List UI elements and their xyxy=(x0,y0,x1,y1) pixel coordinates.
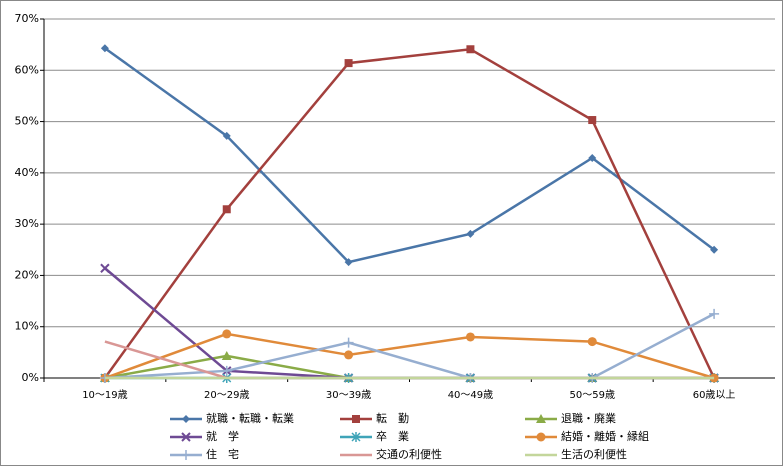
y-tick-label: 70% xyxy=(15,12,39,25)
marker xyxy=(100,44,109,53)
y-tick-label: 0% xyxy=(22,371,39,384)
marker xyxy=(587,337,597,347)
legend-label: 生活の利便性 xyxy=(561,447,627,461)
marker xyxy=(181,432,191,442)
legend-label: 転 勤 xyxy=(376,412,409,425)
marker xyxy=(221,350,232,360)
x-tick-label: 10〜19歳 xyxy=(82,389,127,401)
marker xyxy=(344,258,353,267)
marker xyxy=(588,116,597,125)
marker xyxy=(222,329,232,339)
marker xyxy=(351,432,361,442)
marker xyxy=(465,332,475,342)
legend-label: 住 宅 xyxy=(206,447,239,461)
y-tick-label: 50% xyxy=(15,115,39,128)
x-tick-label: 40〜49歳 xyxy=(448,389,493,401)
series-line xyxy=(103,47,716,379)
legend-label: 退職・廃業 xyxy=(561,411,616,425)
marker xyxy=(221,365,232,376)
marker xyxy=(344,59,353,68)
y-tick-label: 40% xyxy=(15,166,39,179)
x-tick-label: 50〜59歳 xyxy=(570,389,615,401)
marker xyxy=(710,245,719,254)
y-tick-label: 10% xyxy=(15,320,39,333)
y-tick-label: 20% xyxy=(15,268,39,281)
y-tick-label: 30% xyxy=(15,217,39,230)
marker xyxy=(466,229,475,238)
legend-label: 就職・転職・転業 xyxy=(206,411,294,425)
marker xyxy=(466,45,475,54)
y-tick-label: 60% xyxy=(15,63,39,76)
marker xyxy=(222,205,231,214)
marker xyxy=(536,414,546,423)
series-line xyxy=(104,47,715,264)
x-tick-label: 60歳以上 xyxy=(693,389,736,401)
marker xyxy=(536,432,546,442)
legend-label: 卒 業 xyxy=(376,429,409,443)
x-tick-label: 30〜39歳 xyxy=(326,389,371,401)
marker xyxy=(343,337,354,348)
legend-label: 就 学 xyxy=(206,429,239,443)
marker xyxy=(182,415,190,423)
marker xyxy=(344,350,354,360)
marker xyxy=(588,153,597,162)
legend-label: 交通の利便性 xyxy=(376,447,442,461)
marker xyxy=(709,308,720,319)
marker xyxy=(222,131,231,140)
marker xyxy=(181,450,191,460)
x-tick-label: 20〜29歳 xyxy=(204,389,249,401)
series-line xyxy=(104,332,715,380)
marker xyxy=(100,263,110,273)
marker xyxy=(352,415,360,423)
legend-label: 結婚・離婚・縁組 xyxy=(561,429,649,443)
